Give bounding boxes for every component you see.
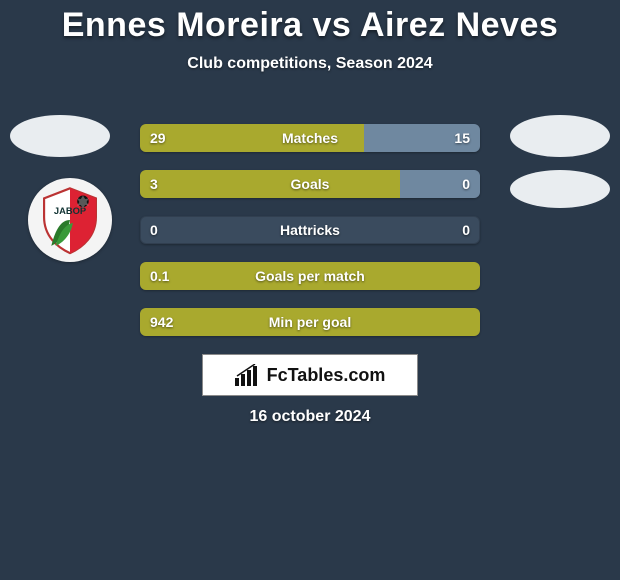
stat-row: Goals3 0 bbox=[140, 170, 480, 198]
stat-label: Hattricks bbox=[140, 216, 480, 244]
svg-text:JABOP: JABOP bbox=[54, 206, 86, 216]
stat-left-value: 29 bbox=[150, 124, 166, 152]
stat-right-value: 0 bbox=[462, 216, 470, 244]
shield-icon: JABOP bbox=[34, 184, 106, 256]
brand-label: FcTables.com bbox=[267, 365, 386, 386]
player-left-club-badge: JABOP bbox=[28, 178, 112, 262]
stat-row: Min per goal942 bbox=[140, 308, 480, 336]
stat-left-value: 3 bbox=[150, 170, 158, 198]
stat-left-value: 0.1 bbox=[150, 262, 169, 290]
stat-right-value: 15 bbox=[454, 124, 470, 152]
stat-left-value: 942 bbox=[150, 308, 173, 336]
comparison-bars: Matches2915Goals30Hattricks00Goals per m… bbox=[140, 124, 480, 354]
stat-row: Hattricks0 0 bbox=[140, 216, 480, 244]
player-right-club-avatar bbox=[510, 170, 610, 208]
stat-label: Goals per match bbox=[140, 262, 480, 290]
stat-label: Goals bbox=[140, 170, 480, 198]
stat-label: Min per goal bbox=[140, 308, 480, 336]
stat-label: Matches bbox=[140, 124, 480, 152]
stat-row: Goals per match0.1 bbox=[140, 262, 480, 290]
barchart-icon bbox=[235, 364, 261, 386]
page-subtitle: Club competitions, Season 2024 bbox=[0, 55, 620, 73]
date-label: 16 october 2024 bbox=[0, 408, 620, 426]
stat-row: Matches29 15 bbox=[140, 124, 480, 152]
stat-left-value: 0 bbox=[150, 216, 158, 244]
brand-box[interactable]: FcTables.com bbox=[202, 354, 418, 396]
player-right-avatar bbox=[510, 115, 610, 157]
stat-right-value: 0 bbox=[462, 170, 470, 198]
page-title: Ennes Moreira vs Airez Neves bbox=[0, 0, 620, 45]
player-left-avatar bbox=[10, 115, 110, 157]
